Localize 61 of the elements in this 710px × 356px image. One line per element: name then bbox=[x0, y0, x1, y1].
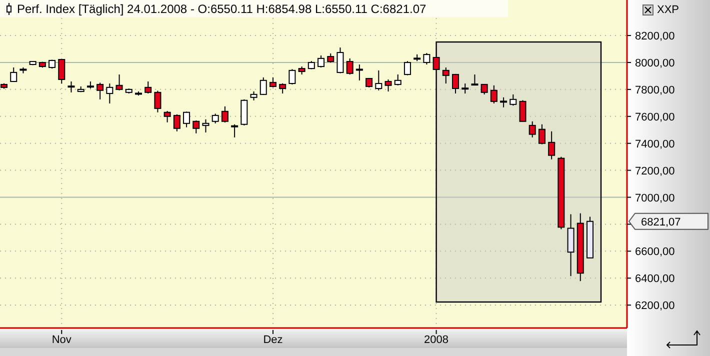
candlestick bbox=[173, 114, 180, 132]
y-tick-label: 8200,00 bbox=[635, 30, 675, 43]
x-tick-label: Dez bbox=[263, 334, 283, 346]
candlestick bbox=[68, 80, 75, 93]
candlestick bbox=[346, 58, 354, 75]
candlestick bbox=[432, 56, 440, 70]
candlestick bbox=[519, 100, 526, 122]
candlestick bbox=[327, 52, 334, 63]
y-tick-label: 7400,00 bbox=[635, 138, 675, 150]
chart-title: Perf. Index [Täglich] 24.01.2008 - O:6550.11 H:6854.98 L:6550.11 C:6821.07 bbox=[17, 2, 427, 16]
x-tick-label: Nov bbox=[52, 334, 72, 346]
candlestick bbox=[260, 76, 267, 96]
candlestick bbox=[183, 111, 190, 128]
candlestick bbox=[442, 66, 450, 84]
candlestick bbox=[548, 130, 556, 160]
y-axis-title: XXP bbox=[657, 4, 680, 16]
y-tick-label: 7600,00 bbox=[635, 111, 675, 124]
candlestick bbox=[154, 90, 162, 113]
candlestick bbox=[240, 98, 248, 126]
candlestick bbox=[528, 120, 536, 138]
candlestick bbox=[462, 83, 469, 94]
candlestick bbox=[375, 70, 382, 91]
candlestick bbox=[10, 66, 18, 83]
candlestick bbox=[384, 78, 392, 92]
candlestick bbox=[106, 83, 114, 104]
candlestick bbox=[404, 60, 411, 76]
candlestick bbox=[96, 82, 104, 100]
candlestick bbox=[269, 76, 276, 88]
candlestick bbox=[356, 64, 363, 81]
y-tick-label: 6200,00 bbox=[635, 300, 675, 312]
candlestick bbox=[423, 52, 430, 65]
y-tick-label: 7000,00 bbox=[635, 192, 675, 204]
y-tick-label: 7800,00 bbox=[635, 84, 675, 96]
candlestick bbox=[318, 54, 325, 68]
candlestick bbox=[394, 74, 402, 86]
candlestick bbox=[116, 74, 123, 91]
candlestick bbox=[288, 68, 296, 85]
y-tick-label: 8000,00 bbox=[635, 57, 675, 70]
candlestick bbox=[471, 74, 478, 86]
candlestick bbox=[212, 113, 219, 124]
candlestick bbox=[336, 47, 344, 74]
candlestick bbox=[144, 80, 152, 94]
candlestick bbox=[231, 124, 238, 138]
y-tick-label: 6600,00 bbox=[635, 246, 675, 258]
y-tick-label: 6400,00 bbox=[635, 273, 675, 286]
candlestick bbox=[452, 73, 460, 94]
text: 6821,07 bbox=[641, 216, 681, 228]
y-tick-label: 7200,00 bbox=[635, 165, 675, 178]
candlestick bbox=[221, 106, 228, 123]
x-tick-label: 2008 bbox=[424, 334, 449, 346]
candlestick bbox=[500, 96, 508, 108]
candlestick bbox=[164, 110, 171, 123]
candlestick bbox=[192, 120, 200, 134]
candlestick bbox=[279, 82, 286, 94]
candlestick bbox=[202, 118, 210, 133]
candlestick bbox=[567, 214, 574, 277]
candlestick bbox=[480, 84, 488, 95]
candlestick bbox=[510, 94, 517, 106]
candlestick bbox=[490, 84, 498, 104]
candlestick bbox=[58, 58, 66, 84]
candlestick bbox=[538, 124, 546, 145]
